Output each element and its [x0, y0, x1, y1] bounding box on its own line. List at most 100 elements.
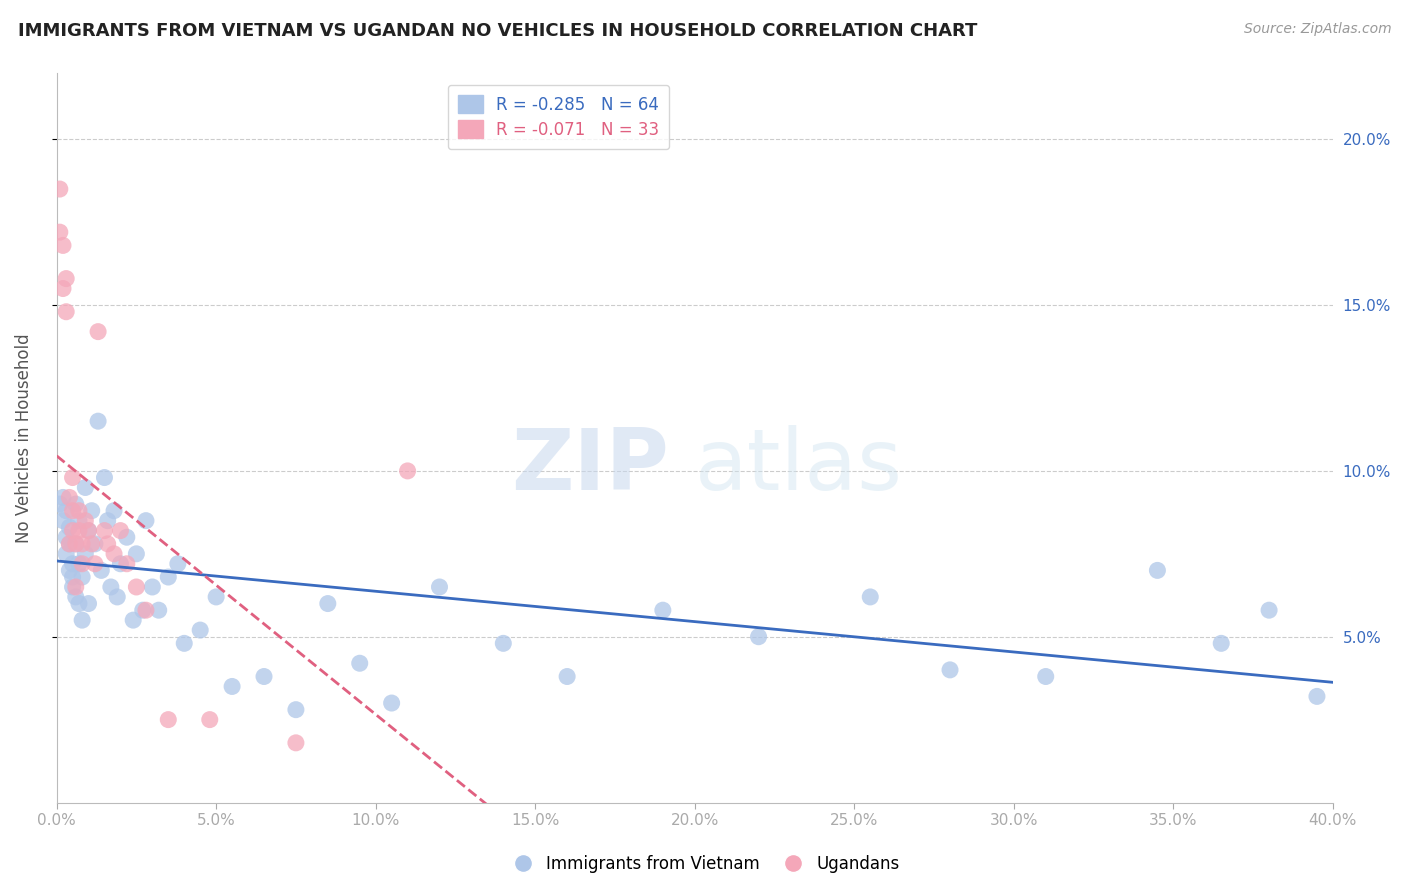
Point	[62, 570, 84, 584]
Text: ZIP: ZIP	[512, 425, 669, 508]
Point	[62, 524, 84, 538]
Point	[83, 537, 105, 551]
Point	[70, 537, 93, 551]
Point	[198, 713, 221, 727]
Point	[55, 304, 77, 318]
Point	[80, 537, 103, 551]
Point	[83, 557, 105, 571]
Point	[55, 271, 77, 285]
Point	[58, 537, 80, 551]
Point	[58, 563, 80, 577]
Point	[80, 504, 103, 518]
Point	[75, 514, 97, 528]
Point	[62, 557, 84, 571]
Point	[52, 238, 75, 252]
Point	[157, 713, 180, 727]
Point	[67, 557, 90, 571]
Point	[93, 470, 115, 484]
Point	[221, 680, 243, 694]
Point	[75, 481, 97, 495]
Point	[105, 590, 128, 604]
Point	[97, 537, 120, 551]
Point	[316, 597, 339, 611]
Point	[65, 590, 87, 604]
Point	[67, 597, 90, 611]
Point	[205, 590, 228, 604]
Point	[1146, 563, 1168, 577]
Point	[52, 281, 75, 295]
Point	[148, 603, 170, 617]
Point	[52, 491, 75, 505]
Point	[110, 524, 132, 538]
Point	[651, 603, 673, 617]
Point	[62, 504, 84, 518]
Point	[93, 524, 115, 538]
Point	[90, 563, 112, 577]
Point	[70, 613, 93, 627]
Point	[58, 537, 80, 551]
Point	[67, 524, 90, 538]
Point	[100, 580, 122, 594]
Point	[77, 524, 100, 538]
Point	[75, 547, 97, 561]
Point	[77, 597, 100, 611]
Point	[65, 580, 87, 594]
Point	[132, 603, 155, 617]
Point	[77, 524, 100, 538]
Point	[103, 504, 125, 518]
Point	[748, 630, 770, 644]
Point	[62, 580, 84, 594]
Point	[141, 580, 163, 594]
Point	[173, 636, 195, 650]
Point	[1258, 603, 1281, 617]
Point	[253, 669, 276, 683]
Point	[188, 623, 211, 637]
Point	[115, 557, 138, 571]
Point	[284, 703, 307, 717]
Point	[87, 414, 110, 428]
Point	[55, 530, 77, 544]
Point	[67, 504, 90, 518]
Point	[58, 491, 80, 505]
Point	[49, 182, 72, 196]
Point	[103, 547, 125, 561]
Point	[939, 663, 962, 677]
Point	[55, 504, 77, 518]
Point	[396, 464, 419, 478]
Point	[166, 557, 188, 571]
Point	[58, 520, 80, 534]
Point	[125, 580, 148, 594]
Point	[110, 557, 132, 571]
Point	[1306, 690, 1329, 704]
Point	[87, 325, 110, 339]
Point	[115, 530, 138, 544]
Point	[381, 696, 404, 710]
Point	[122, 613, 145, 627]
Point	[1035, 669, 1057, 683]
Point	[49, 225, 72, 239]
Point	[49, 497, 72, 511]
Point	[70, 570, 93, 584]
Y-axis label: No Vehicles in Household: No Vehicles in Household	[15, 333, 32, 542]
Point	[65, 537, 87, 551]
Point	[97, 514, 120, 528]
Point	[62, 470, 84, 484]
Point	[65, 537, 87, 551]
Legend: Immigrants from Vietnam, Ugandans: Immigrants from Vietnam, Ugandans	[499, 848, 907, 880]
Point	[55, 547, 77, 561]
Point	[492, 636, 515, 650]
Point	[65, 497, 87, 511]
Text: Source: ZipAtlas.com: Source: ZipAtlas.com	[1244, 22, 1392, 37]
Legend: R = -0.285   N = 64, R = -0.071   N = 33: R = -0.285 N = 64, R = -0.071 N = 33	[449, 85, 669, 149]
Point	[349, 657, 371, 671]
Point	[157, 570, 180, 584]
Point	[429, 580, 451, 594]
Text: atlas: atlas	[695, 425, 903, 508]
Point	[1211, 636, 1233, 650]
Point	[284, 736, 307, 750]
Point	[125, 547, 148, 561]
Point	[859, 590, 882, 604]
Point	[67, 514, 90, 528]
Text: IMMIGRANTS FROM VIETNAM VS UGANDAN NO VEHICLES IN HOUSEHOLD CORRELATION CHART: IMMIGRANTS FROM VIETNAM VS UGANDAN NO VE…	[18, 22, 977, 40]
Point	[135, 514, 157, 528]
